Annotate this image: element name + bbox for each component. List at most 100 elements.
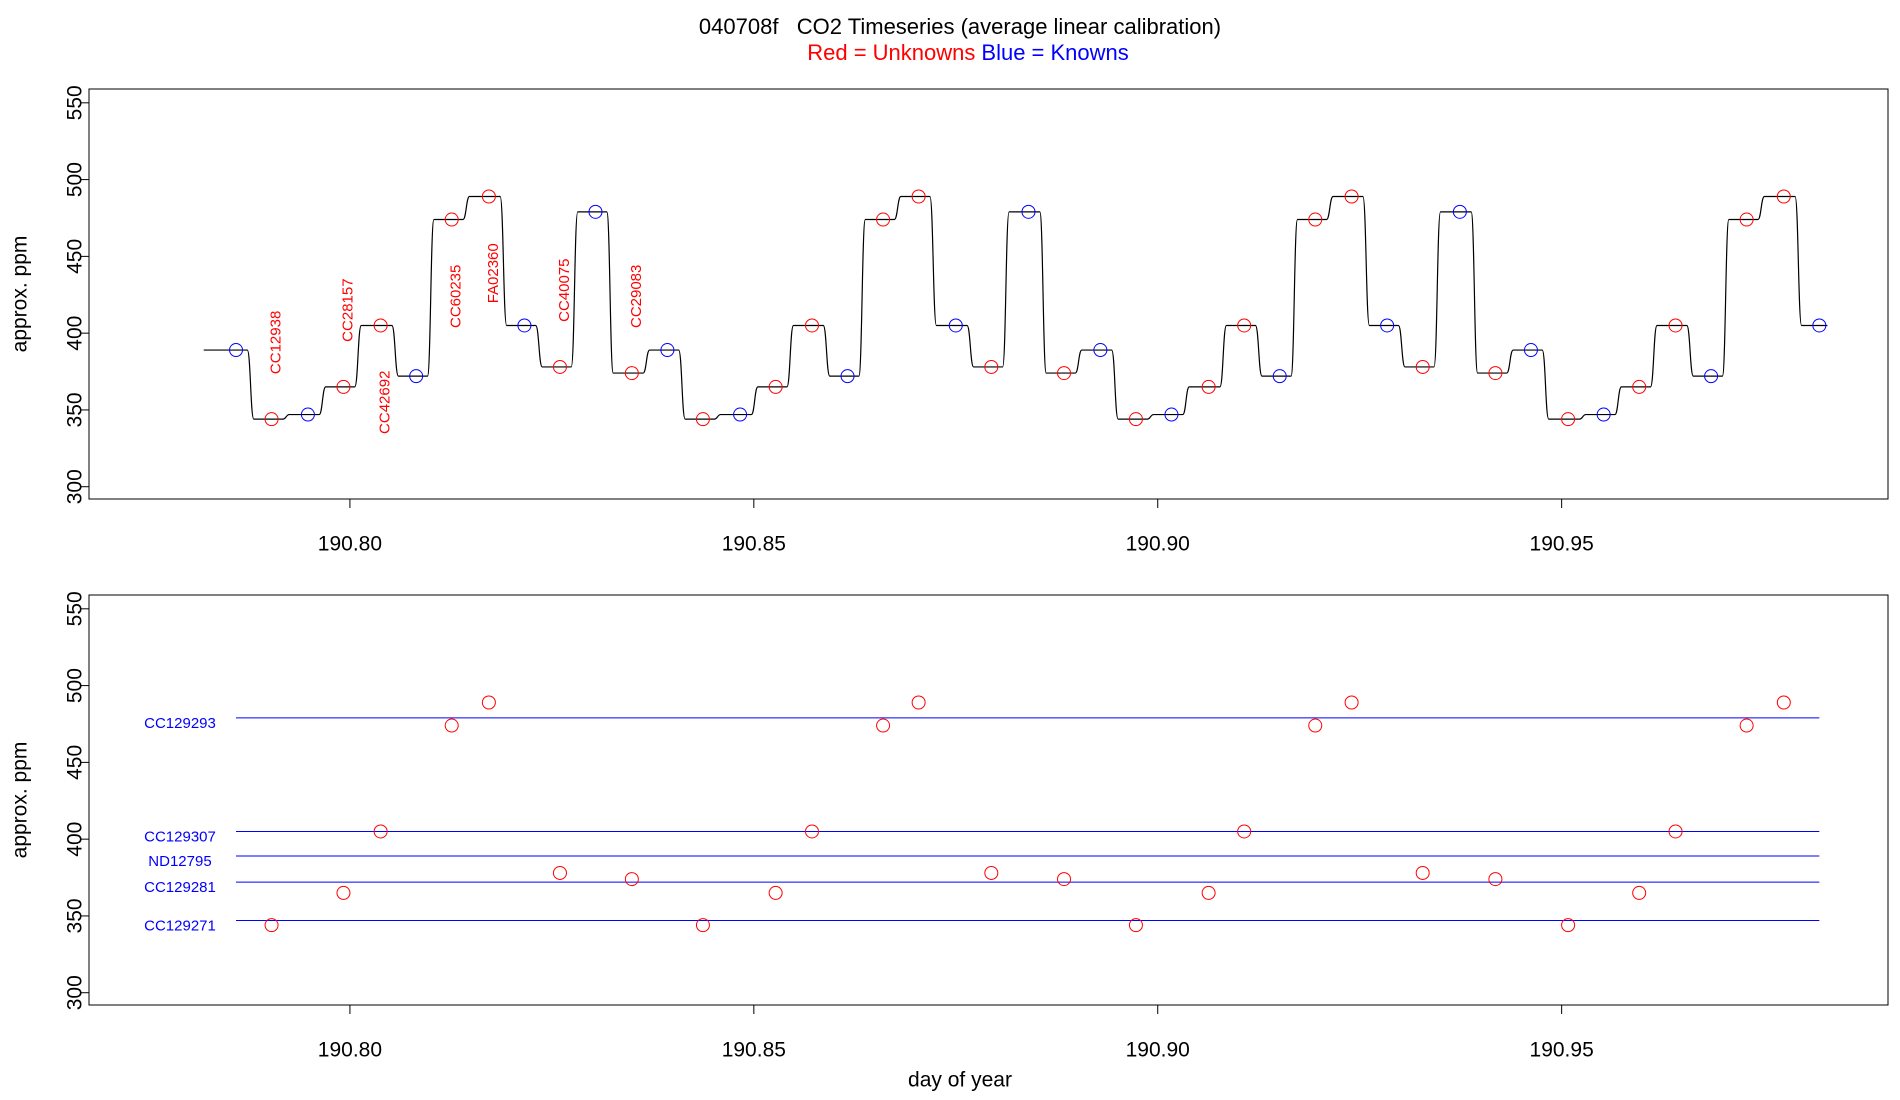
data-point — [1308, 718, 1323, 733]
data-point — [984, 359, 999, 374]
data-point — [1128, 918, 1143, 933]
x-tick-label: 190.95 — [1530, 1039, 1594, 1062]
data-point — [229, 343, 244, 358]
data-point — [1776, 189, 1791, 204]
reference-label: CC129307 — [144, 828, 216, 845]
data-point — [444, 718, 459, 733]
data-point — [876, 212, 891, 227]
point-label: FA02360 — [485, 243, 502, 303]
data-point — [1380, 318, 1395, 333]
data-point — [1561, 412, 1576, 427]
y-tick-label: 350 — [64, 392, 87, 427]
chart-subtitle: Red = Unknowns Blue = Knowns — [807, 40, 1129, 65]
data-point — [695, 412, 710, 427]
data-point — [1057, 366, 1072, 381]
data-point — [1415, 359, 1430, 374]
data-point — [1776, 695, 1791, 710]
data-point — [264, 918, 279, 933]
y-tick-label: 500 — [64, 162, 87, 197]
data-point — [1201, 379, 1216, 394]
data-point — [588, 204, 603, 219]
data-point — [552, 865, 567, 880]
trace-line — [203, 195, 1828, 420]
data-point — [804, 318, 819, 333]
data-point — [1668, 318, 1683, 333]
data-point — [300, 407, 315, 422]
y-axis-label: approx. ppm — [9, 742, 32, 859]
y-axis-label: approx. ppm — [9, 236, 32, 353]
data-point — [481, 695, 496, 710]
y-tick-label: 550 — [64, 591, 87, 626]
data-point — [804, 824, 819, 839]
chart-title: 040708f CO2 Timeseries (average linear c… — [699, 14, 1221, 39]
data-point — [1704, 369, 1719, 384]
data-point — [1452, 204, 1467, 219]
y-tick-label: 450 — [64, 745, 87, 780]
data-point — [1237, 318, 1252, 333]
data-point — [1739, 212, 1754, 227]
x-tick-label: 190.90 — [1126, 533, 1190, 556]
data-point — [948, 318, 963, 333]
point-label: CC12938 — [268, 311, 285, 374]
reference-label: CC129281 — [144, 879, 216, 896]
plot-frame — [88, 88, 1889, 500]
y-tick-label: 350 — [64, 898, 87, 933]
data-point — [1415, 865, 1430, 880]
data-point — [1237, 824, 1252, 839]
data-point — [660, 343, 675, 358]
plot-frame — [88, 594, 1889, 1006]
data-point — [552, 359, 567, 374]
data-point — [1057, 872, 1072, 887]
data-point — [1164, 407, 1179, 422]
data-point — [876, 718, 891, 733]
data-point — [1201, 885, 1216, 900]
point-label: CC40075 — [556, 258, 573, 321]
data-point — [1561, 918, 1576, 933]
subtitle-part: Red = Unknowns — [807, 40, 975, 65]
data-point — [768, 379, 783, 394]
data-point — [1344, 695, 1359, 710]
data-point — [373, 318, 388, 333]
point-label: CC29083 — [628, 265, 645, 328]
subtitle-part: Blue = Knowns — [981, 40, 1128, 65]
data-point — [1812, 318, 1827, 333]
data-point — [768, 885, 783, 900]
data-point — [1488, 872, 1503, 887]
y-tick-label: 450 — [64, 239, 87, 274]
x-tick-label: 190.80 — [318, 533, 382, 556]
x-tick-label: 190.90 — [1126, 1039, 1190, 1062]
data-point — [1093, 343, 1108, 358]
x-axis-label: day of year — [908, 1069, 1012, 1092]
y-tick-label: 400 — [64, 316, 87, 351]
data-point — [624, 872, 639, 887]
data-point — [911, 695, 926, 710]
data-point — [1632, 379, 1647, 394]
x-tick-label: 190.95 — [1530, 533, 1594, 556]
data-point — [1344, 189, 1359, 204]
data-point — [336, 379, 351, 394]
data-point — [336, 885, 351, 900]
data-point — [733, 407, 748, 422]
y-tick-label: 550 — [64, 85, 87, 120]
data-point — [409, 369, 424, 384]
point-label: CC60235 — [448, 265, 465, 328]
data-point — [624, 366, 639, 381]
data-point — [1596, 407, 1611, 422]
data-point — [264, 412, 279, 427]
data-point — [1668, 824, 1683, 839]
data-point — [1128, 412, 1143, 427]
data-point — [1523, 343, 1538, 358]
data-point — [517, 318, 532, 333]
reference-label: CC129293 — [144, 715, 216, 732]
x-tick-label: 190.85 — [722, 1039, 786, 1062]
data-point — [984, 865, 999, 880]
reference-label: CC129271 — [144, 918, 216, 935]
point-label: CC42692 — [377, 371, 394, 434]
y-tick-label: 400 — [64, 822, 87, 857]
data-point — [1308, 212, 1323, 227]
data-point — [1021, 204, 1036, 219]
data-point — [840, 369, 855, 384]
reference-label: ND12795 — [148, 853, 211, 870]
data-point — [444, 212, 459, 227]
